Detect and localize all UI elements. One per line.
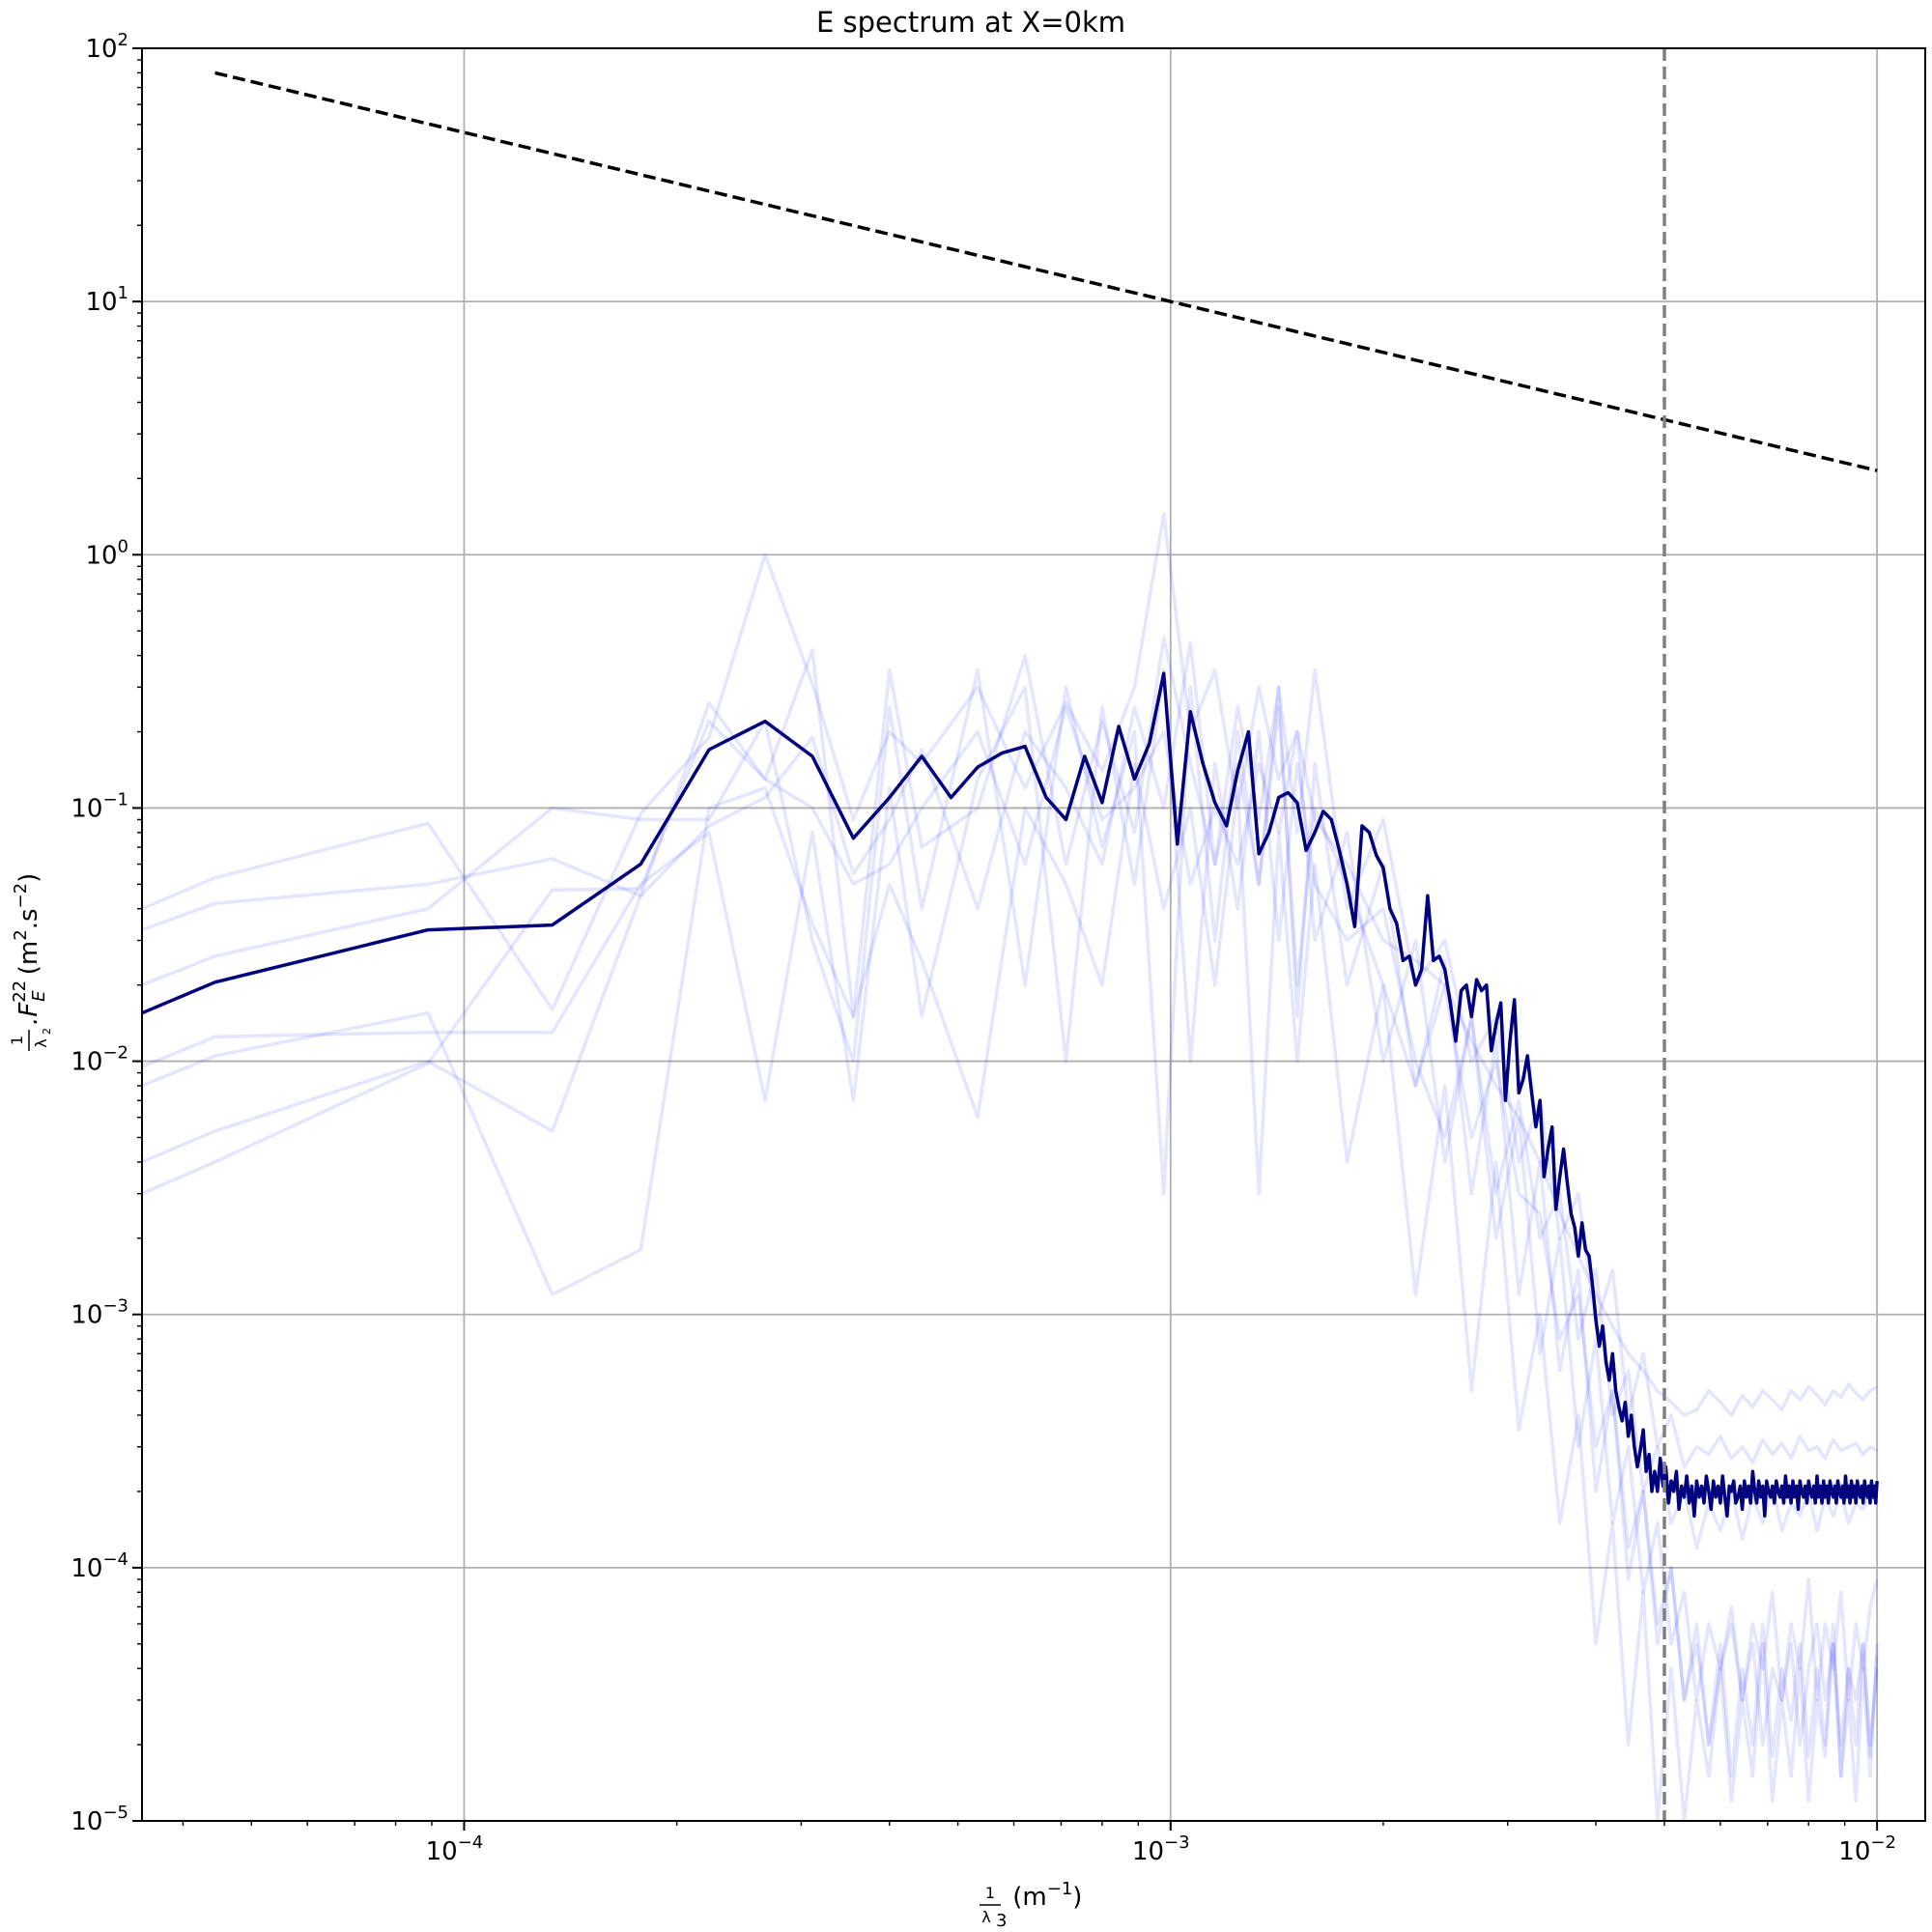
y-label-frac-num: 1 (8, 1036, 26, 1045)
y-tick-label: 101 (85, 283, 128, 317)
x-label-frac-den-sub: 3 (996, 1911, 1007, 1931)
y-tick-label-base: 10 (71, 1807, 102, 1836)
y-tick-label: 10−5 (71, 1803, 128, 1836)
y-tick-label-base: 10 (71, 1301, 102, 1330)
plot-frame (141, 47, 1926, 1822)
x-label-frac-num: 1 (985, 1884, 995, 1902)
reference-lines (214, 48, 1878, 1821)
y-tick-label-exp: 2 (118, 30, 128, 50)
y-tick-label-exp: 1 (118, 283, 128, 303)
x-label-frac-den: λ (981, 1908, 990, 1926)
y-label-unit-mid: .s (14, 908, 43, 929)
y-tick-label: 10−4 (71, 1549, 128, 1583)
mean-series-line (141, 671, 1879, 1519)
y-tick-label-base: 10 (71, 1048, 102, 1077)
x-tick-label: 10−3 (1132, 1833, 1190, 1866)
x-tick-label-base: 10 (426, 1837, 458, 1866)
member-series-group (141, 512, 1879, 1823)
y-label-func: .F (14, 1002, 43, 1025)
y-tick-label-base: 10 (71, 1554, 102, 1583)
x-label-unit-exp: −1 (1047, 1879, 1073, 1899)
y-tick-label: 10−1 (71, 789, 128, 823)
y-label-unit-sup1: 2 (11, 929, 31, 940)
y-tick-label-base: 10 (71, 794, 102, 823)
x-label-unit: (m−1) (1005, 1879, 1082, 1912)
member-series-line (141, 636, 1878, 1469)
y-tick-label-exp: −2 (102, 1043, 128, 1064)
y-label-func-sub: E (29, 990, 49, 1002)
y-label-unit-sup2: −2 (11, 883, 31, 909)
x-tick-label-base: 10 (1132, 1837, 1164, 1866)
y-tick-label-base: 10 (85, 541, 117, 570)
y-tick-label-exp: −4 (102, 1549, 128, 1570)
x-label-unit-open: (m (1005, 1883, 1047, 1912)
x-tick-label-base: 10 (1838, 1837, 1870, 1866)
member-series-line (141, 668, 1879, 1549)
y-tick-label-base: 10 (85, 288, 117, 317)
x-label-unit-close: ) (1072, 1883, 1082, 1912)
y-tick-label-exp: −1 (102, 789, 128, 810)
x-tick-label-exp: −4 (458, 1833, 484, 1853)
x-tick-label-exp: −2 (1870, 1833, 1896, 1853)
chart-title: E spectrum at X=0km (816, 6, 1125, 39)
y-label-func-sup: 22 (10, 980, 30, 1003)
mean-series-group (141, 671, 1879, 1519)
y-label-frac-den-sub: 2 (41, 1028, 53, 1035)
y-tick-label: 100 (85, 536, 128, 570)
y-label-unit-close: ) (14, 873, 43, 883)
reference-slope-line (214, 71, 1878, 472)
y-tick-label-exp: −5 (102, 1803, 128, 1823)
y-label-main: .F22E (m2.s−2) (10, 873, 49, 1025)
y-label-unit-open: (m (14, 941, 43, 983)
tick-labels: 10−4 10−3 10−210−510−410−310−210−110010110… (71, 30, 1896, 1866)
x-tick-label-exp: −3 (1164, 1833, 1190, 1853)
member-series-line (141, 512, 1879, 1417)
y-tick-label-base: 10 (85, 35, 117, 64)
member-series-line (141, 761, 1879, 1823)
member-series-line (141, 668, 1879, 1747)
member-series-line (141, 705, 1879, 1702)
x-tick-label: 10−4 (426, 1833, 484, 1866)
member-series-line (141, 640, 1879, 1778)
y-tick-label: 10−3 (71, 1296, 128, 1330)
y-tick-label: 10−2 (71, 1043, 128, 1077)
y-tick-label: 102 (85, 30, 128, 64)
x-tick-label: 10−2 (1838, 1833, 1896, 1866)
y-tick-label-exp: 0 (118, 536, 128, 556)
x-axis-label: 1 λ 3 (m−1) (980, 1879, 1082, 1931)
y-tick-label-exp: −3 (102, 1296, 128, 1317)
y-axis-label: 1 λ 2 .F22E (m2.s−2) (8, 873, 53, 1051)
y-label-frac-den: λ (32, 1038, 50, 1047)
